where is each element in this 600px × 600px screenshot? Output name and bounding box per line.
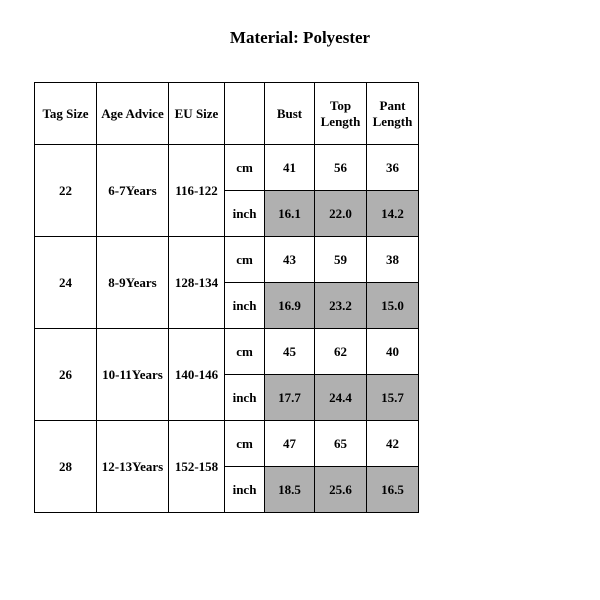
cell-bust-inch: 16.9 xyxy=(265,283,315,329)
cell-eu: 128-134 xyxy=(169,237,225,329)
cell-age: 6-7Years xyxy=(97,145,169,237)
cell-top-cm: 62 xyxy=(315,329,367,375)
col-eu-size: EU Size xyxy=(169,83,225,145)
cell-pant-inch: 15.7 xyxy=(367,375,419,421)
cell-pant-cm: 38 xyxy=(367,237,419,283)
cell-bust-inch: 17.7 xyxy=(265,375,315,421)
cell-bust-inch: 18.5 xyxy=(265,467,315,513)
cell-top-cm: 56 xyxy=(315,145,367,191)
cell-unit-cm: cm xyxy=(225,145,265,191)
cell-unit-cm: cm xyxy=(225,329,265,375)
cell-top-inch: 24.4 xyxy=(315,375,367,421)
cell-pant-cm: 42 xyxy=(367,421,419,467)
cell-unit-inch: inch xyxy=(225,191,265,237)
table-header-row: Tag Size Age Advice EU Size Bust Top Len… xyxy=(35,83,419,145)
cell-age: 8-9Years xyxy=(97,237,169,329)
cell-pant-cm: 40 xyxy=(367,329,419,375)
cell-tag: 24 xyxy=(35,237,97,329)
cell-bust-inch: 16.1 xyxy=(265,191,315,237)
col-tag-size: Tag Size xyxy=(35,83,97,145)
cell-unit-cm: cm xyxy=(225,237,265,283)
cell-pant-inch: 14.2 xyxy=(367,191,419,237)
table-row: 28 12-13Years 152-158 cm 47 65 42 xyxy=(35,421,419,467)
cell-tag: 26 xyxy=(35,329,97,421)
cell-top-cm: 65 xyxy=(315,421,367,467)
cell-unit-inch: inch xyxy=(225,375,265,421)
cell-top-inch: 25.6 xyxy=(315,467,367,513)
cell-unit-inch: inch xyxy=(225,467,265,513)
cell-eu: 152-158 xyxy=(169,421,225,513)
cell-unit-cm: cm xyxy=(225,421,265,467)
cell-pant-cm: 36 xyxy=(367,145,419,191)
col-pant-length: Pant Length xyxy=(367,83,419,145)
page: Material: Polyester Tag Size Age Advice … xyxy=(0,0,600,600)
col-bust: Bust xyxy=(265,83,315,145)
cell-age: 10-11Years xyxy=(97,329,169,421)
cell-bust-cm: 47 xyxy=(265,421,315,467)
col-top-length: Top Length xyxy=(315,83,367,145)
cell-pant-inch: 15.0 xyxy=(367,283,419,329)
cell-age: 12-13Years xyxy=(97,421,169,513)
cell-bust-cm: 45 xyxy=(265,329,315,375)
cell-unit-inch: inch xyxy=(225,283,265,329)
cell-top-inch: 22.0 xyxy=(315,191,367,237)
page-title: Material: Polyester xyxy=(0,28,600,48)
cell-tag: 22 xyxy=(35,145,97,237)
cell-pant-inch: 16.5 xyxy=(367,467,419,513)
cell-tag: 28 xyxy=(35,421,97,513)
cell-eu: 116-122 xyxy=(169,145,225,237)
col-unit xyxy=(225,83,265,145)
table-row: 26 10-11Years 140-146 cm 45 62 40 xyxy=(35,329,419,375)
cell-bust-cm: 43 xyxy=(265,237,315,283)
table-row: 22 6-7Years 116-122 cm 41 56 36 xyxy=(35,145,419,191)
cell-bust-cm: 41 xyxy=(265,145,315,191)
cell-top-inch: 23.2 xyxy=(315,283,367,329)
cell-eu: 140-146 xyxy=(169,329,225,421)
col-age-advice: Age Advice xyxy=(97,83,169,145)
cell-top-cm: 59 xyxy=(315,237,367,283)
size-table: Tag Size Age Advice EU Size Bust Top Len… xyxy=(34,82,419,513)
table-row: 24 8-9Years 128-134 cm 43 59 38 xyxy=(35,237,419,283)
